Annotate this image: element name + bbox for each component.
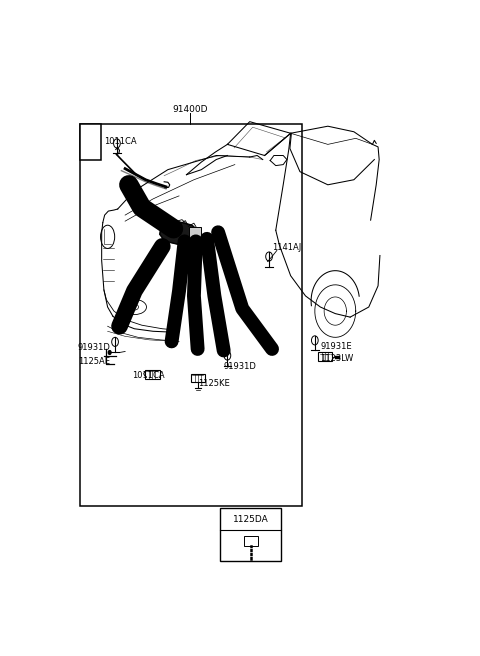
Bar (81, 124, 302, 506)
Bar (220, 508, 281, 561)
Text: 1011CA: 1011CA (132, 371, 165, 380)
Bar (318, 352, 332, 361)
Text: 91400D: 91400D (172, 104, 208, 113)
Text: 1141AJ: 1141AJ (272, 243, 301, 253)
Text: 1125AE: 1125AE (78, 357, 110, 366)
Bar (191, 374, 204, 382)
Text: 1125DA: 1125DA (233, 515, 269, 523)
Text: 91931D: 91931D (78, 343, 111, 352)
Text: 1123LW: 1123LW (321, 354, 354, 363)
Bar (190, 227, 202, 238)
Bar (145, 370, 160, 379)
Text: 91931D: 91931D (224, 362, 256, 371)
Text: 1011CA: 1011CA (104, 137, 136, 146)
Bar (81, 124, 101, 159)
Text: 91931E: 91931E (321, 342, 352, 351)
Bar (244, 536, 258, 546)
Text: 1125KE: 1125KE (198, 379, 229, 388)
Circle shape (108, 350, 111, 354)
Polygon shape (160, 221, 201, 245)
